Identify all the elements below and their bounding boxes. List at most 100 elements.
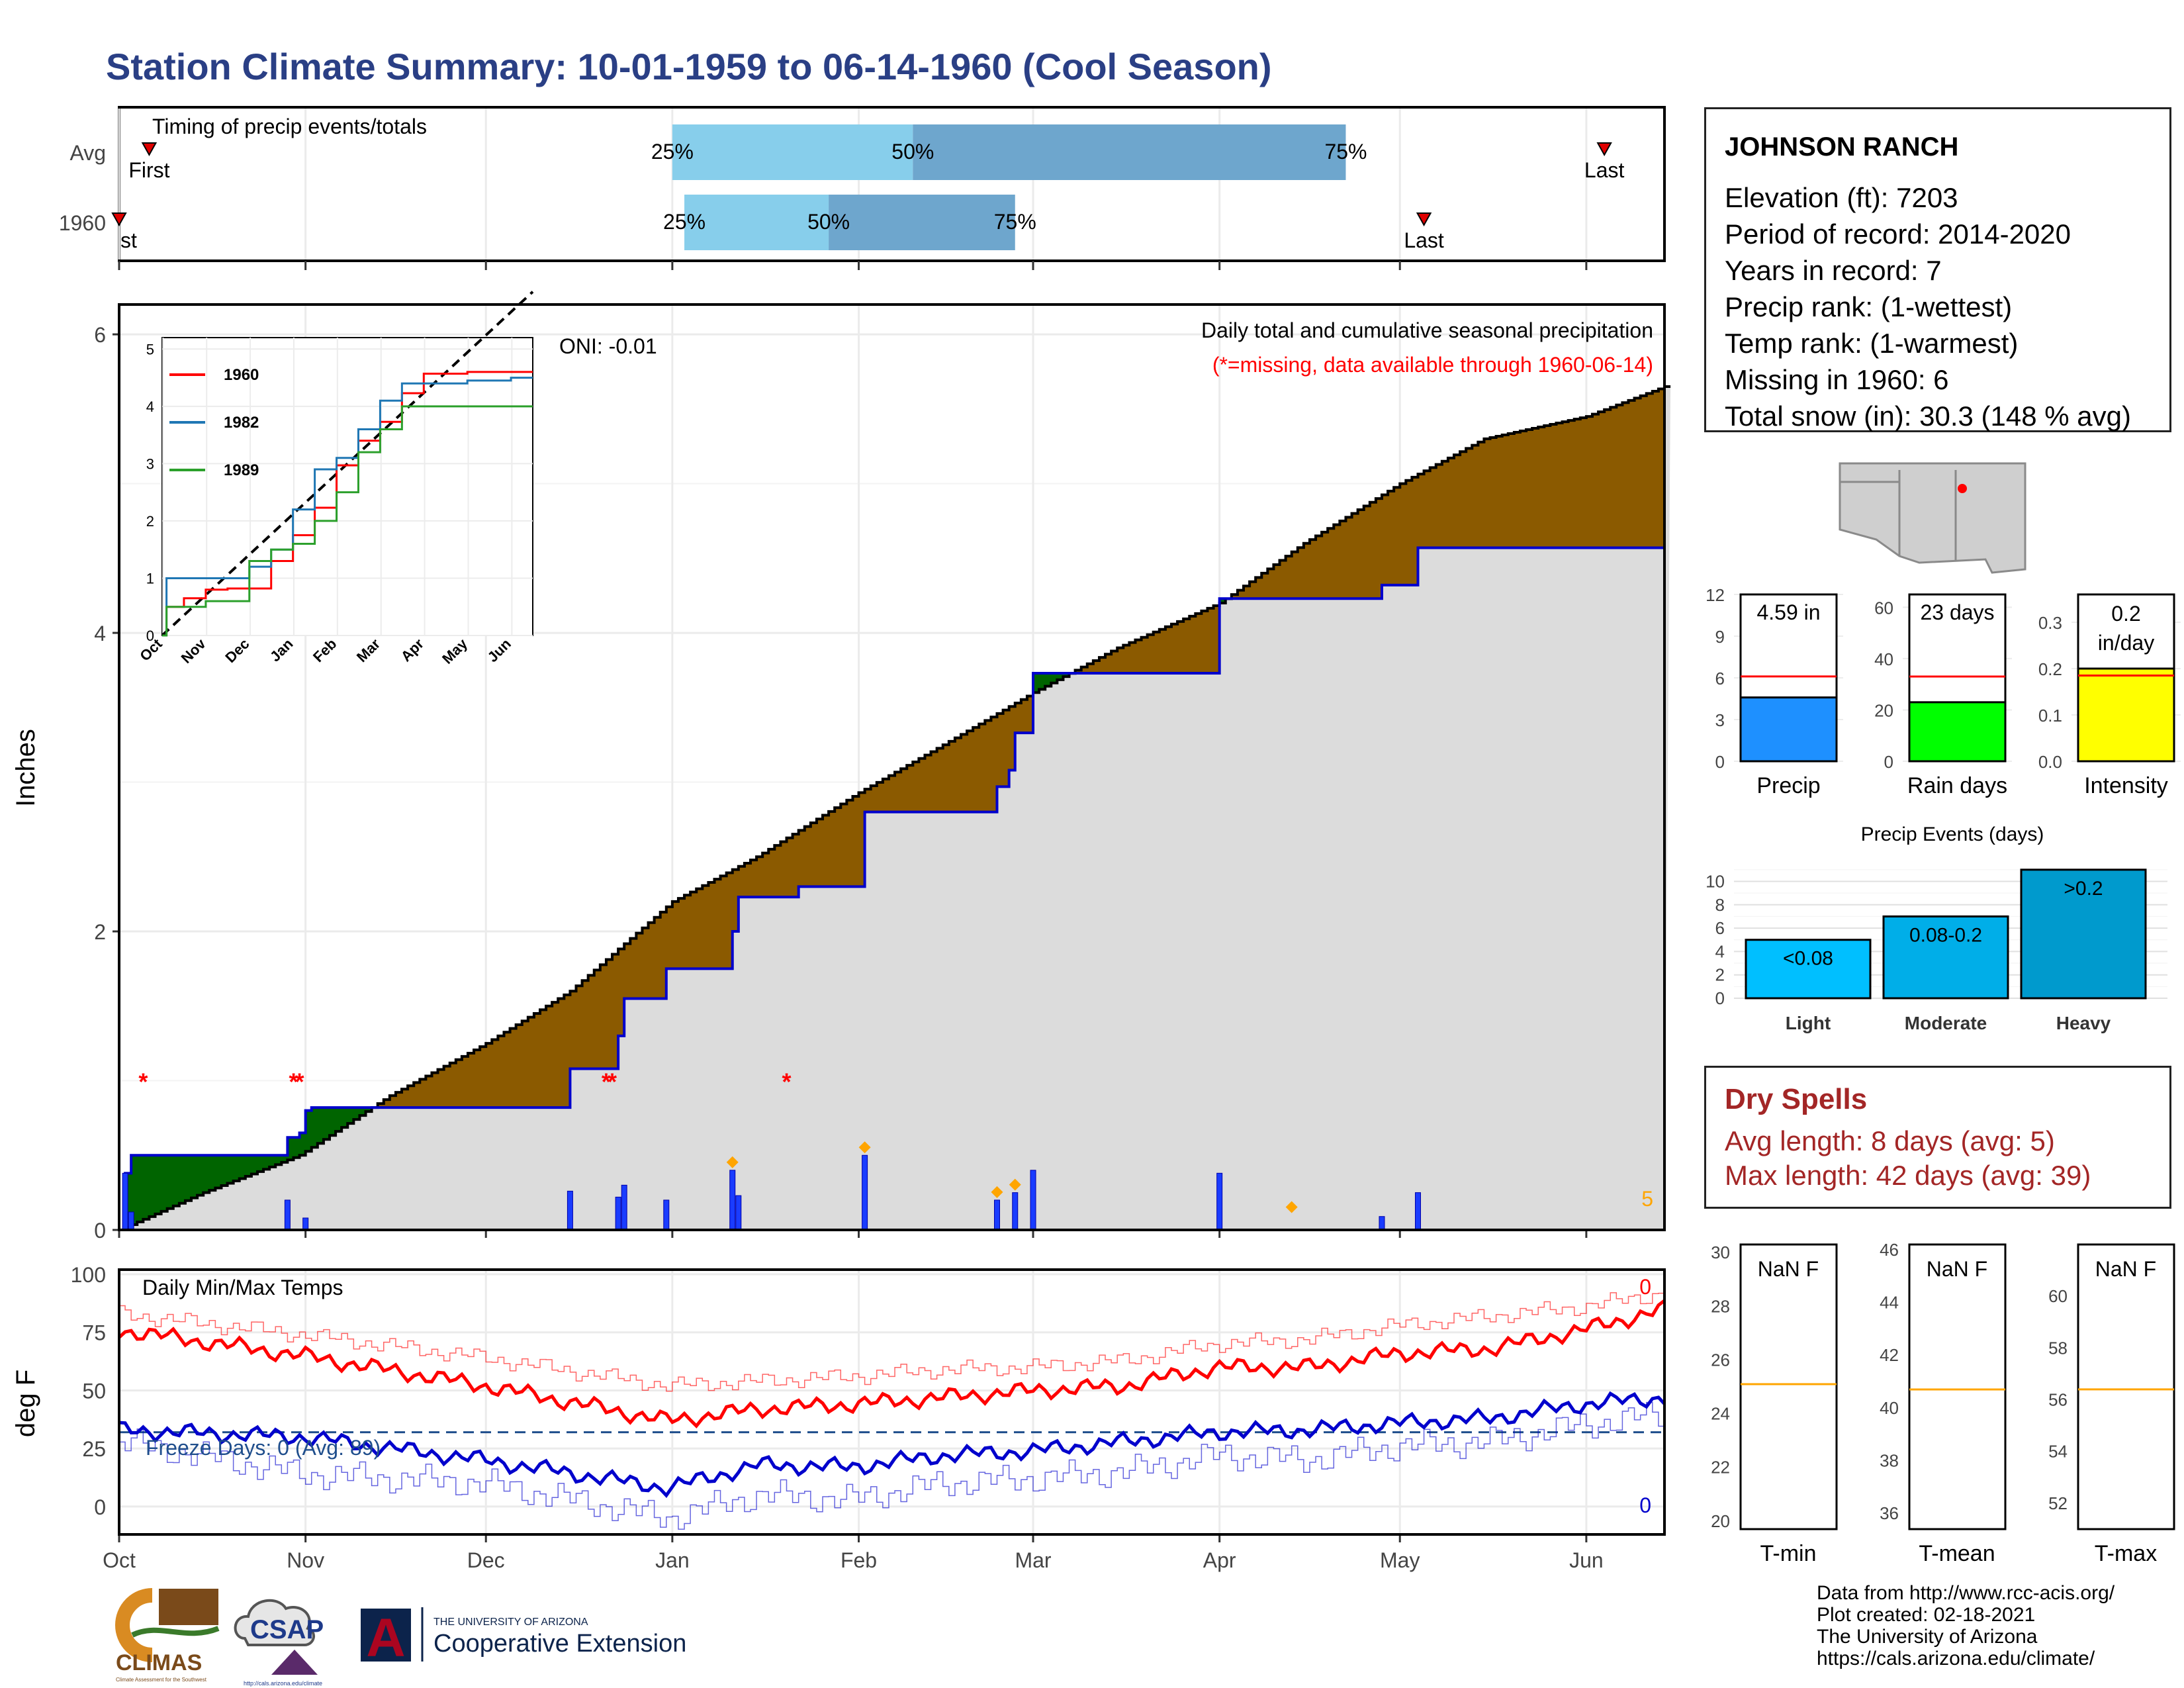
temp-box-ytick-label: 46 — [1880, 1240, 1899, 1260]
climas-logo-text: CLIMAS — [116, 1650, 202, 1675]
precip-ylabel: Inches — [11, 729, 40, 807]
tmin-record-line — [119, 1401, 1665, 1530]
first-event-marker — [111, 212, 127, 227]
precip-ytick-label: 4 — [94, 622, 106, 645]
summary-label-rain_days: Rain days — [1907, 773, 2007, 798]
events-ytick-label: 2 — [1715, 965, 1725, 985]
snow-marker — [1285, 1201, 1298, 1213]
events-bar — [1882, 915, 2009, 1000]
ua-logo: A THE UNIVERSITY OF ARIZONA Cooperative … — [361, 1607, 686, 1668]
logo-strip: CLIMAS Climate Assessment for the Southw… — [115, 1588, 686, 1687]
temp-box-ytick-label: 20 — [1711, 1511, 1730, 1531]
temp-box-ytick-label: 56 — [2048, 1390, 2068, 1410]
climas-logo: CLIMAS Climate Assessment for the Southw… — [115, 1588, 220, 1683]
daily-precip-bar — [663, 1199, 670, 1231]
timing-bar-q50-q75 — [913, 124, 1346, 180]
daily-precip-bar — [128, 1211, 134, 1231]
daily-precip-bar — [1030, 1170, 1036, 1231]
precip-ytick-label: 6 — [94, 323, 106, 347]
summary-ytick-label: 0.0 — [2038, 752, 2062, 772]
temp-ytick-label: 100 — [71, 1263, 106, 1287]
station-precip-rank: Precip rank: (1-wettest) — [1725, 291, 2013, 322]
precip-panel-title: Daily total and cumulative seasonal prec… — [1201, 318, 1653, 342]
temp-xtick-label: Jun — [1569, 1548, 1604, 1572]
daily-precip-bar — [1216, 1172, 1223, 1231]
observed-cumulative-line — [119, 543, 1666, 1231]
credit-data-source: Data from http://www.rcc-acis.org/ — [1817, 1582, 2115, 1604]
timing-row-1960-label: 1960 — [59, 211, 106, 235]
summary-ytick-label: 40 — [1874, 649, 1893, 669]
temp-box-ytick-label: 42 — [1880, 1345, 1899, 1365]
snow-marker — [1009, 1178, 1021, 1191]
station-period: Period of record: 2014-2020 — [1725, 218, 2071, 250]
summary-ytick-label: 20 — [1874, 700, 1893, 720]
last-event-marker — [1416, 212, 1432, 227]
missing-day-marker: * — [138, 1068, 148, 1096]
summary-ytick-label: 9 — [1715, 627, 1725, 647]
temp-box-value-tmean: NaN F — [1927, 1257, 1987, 1281]
temp-box-ytick-label: 24 — [1711, 1404, 1730, 1424]
missing-day-marker: * — [602, 1068, 611, 1096]
events-bar — [1745, 939, 1872, 1000]
summary-bar-rain_days — [1908, 701, 2007, 763]
temp-box-value-tmin: NaN F — [1758, 1257, 1819, 1281]
temp-box-ytick-label: 38 — [1880, 1450, 1899, 1470]
station-elevation: Elevation (ft): 7203 — [1725, 182, 1958, 213]
dry-spells-title: Dry Spells — [1725, 1083, 1868, 1115]
temp-box-ytick-label: 22 — [1711, 1458, 1730, 1477]
precip-ytick-label: 0 — [94, 1219, 106, 1243]
csap-logo: CSAP http://cals.arizona.edu/climate — [234, 1599, 324, 1687]
inset-legend-label: 1960 — [224, 366, 259, 384]
temp-box-value-tmax: NaN F — [2095, 1257, 2156, 1281]
summary-ytick-label: 0.2 — [2038, 659, 2062, 679]
timing-bar-q25-q50 — [672, 124, 913, 180]
temp-bottom-count: 0 — [1639, 1493, 1651, 1517]
climate-charts: Timing of precip events/totals Avg 1960 … — [11, 106, 1671, 1572]
temp-box-ytick-label: 26 — [1711, 1350, 1730, 1370]
summary-value-rain_days: 23 days — [1920, 600, 1994, 624]
last-event-label: Last — [1584, 158, 1625, 182]
temp-xtick-label: Dec — [467, 1548, 505, 1572]
snow-marker — [991, 1186, 1003, 1198]
temp-box-ytick-label: 52 — [2048, 1493, 2068, 1513]
above-average-area — [125, 598, 1232, 1227]
events-ytick-label: 4 — [1715, 941, 1725, 961]
dry-spells-max: Max length: 42 days (avg: 39) — [1725, 1160, 2091, 1191]
missing-day-marker: * — [782, 1068, 791, 1096]
inset-legend-label: 1982 — [224, 414, 259, 432]
events-category-label: Moderate — [1905, 1013, 1987, 1033]
inset-legend-label: 1989 — [224, 461, 259, 479]
credits-block: Data from http://www.rcc-acis.org/ Plot … — [1817, 1582, 2115, 1669]
daily-precip-bar — [1379, 1216, 1385, 1231]
daily-precip-bar — [284, 1199, 291, 1231]
last-event-marker — [1596, 142, 1612, 157]
page-title: Station Climate Summary: 10-01-1959 to 0… — [106, 46, 1272, 87]
timing-label-75: 75% — [1324, 140, 1367, 164]
tmax-1960-line — [118, 1299, 1666, 1429]
temp-xtick-label: Oct — [103, 1548, 136, 1572]
missing-day-marker: * — [295, 1068, 304, 1096]
temp-box-ytick-label: 36 — [1880, 1503, 1899, 1523]
missing-note: (*=missing, data available through 1960-… — [1212, 353, 1653, 377]
daily-precip-bar — [567, 1190, 573, 1231]
events-ytick-label: 10 — [1706, 871, 1725, 891]
temp-box-ytick-label: 30 — [1711, 1243, 1730, 1262]
summary-value-line1: 0.2 — [2111, 602, 2140, 626]
events-category-label: Light — [1786, 1013, 1831, 1033]
temp-box-label-tmean: T-mean — [1919, 1541, 1995, 1566]
first-event-label: st — [120, 228, 137, 252]
temp-box-ytick-label: 44 — [1880, 1293, 1899, 1313]
map-region — [1839, 462, 2026, 574]
last-event-label: Last — [1404, 228, 1444, 252]
inset-series-1960 — [162, 371, 533, 637]
oni-label: ONI: -0.01 — [559, 334, 657, 358]
summary-ytick-label: 6 — [1715, 669, 1725, 688]
daily-precip-bar — [1012, 1192, 1019, 1231]
temp-xtick-label: Mar — [1015, 1548, 1051, 1572]
ua-logo-small-text: THE UNIVERSITY OF ARIZONA — [433, 1617, 588, 1628]
temp-top-count: 0 — [1639, 1275, 1651, 1299]
events-ytick-label: 0 — [1715, 988, 1725, 1008]
inset-ytick-label: 4 — [146, 399, 154, 415]
ua-logo-big-text: Cooperative Extension — [433, 1630, 686, 1658]
timing-label-50: 50% — [891, 140, 934, 164]
